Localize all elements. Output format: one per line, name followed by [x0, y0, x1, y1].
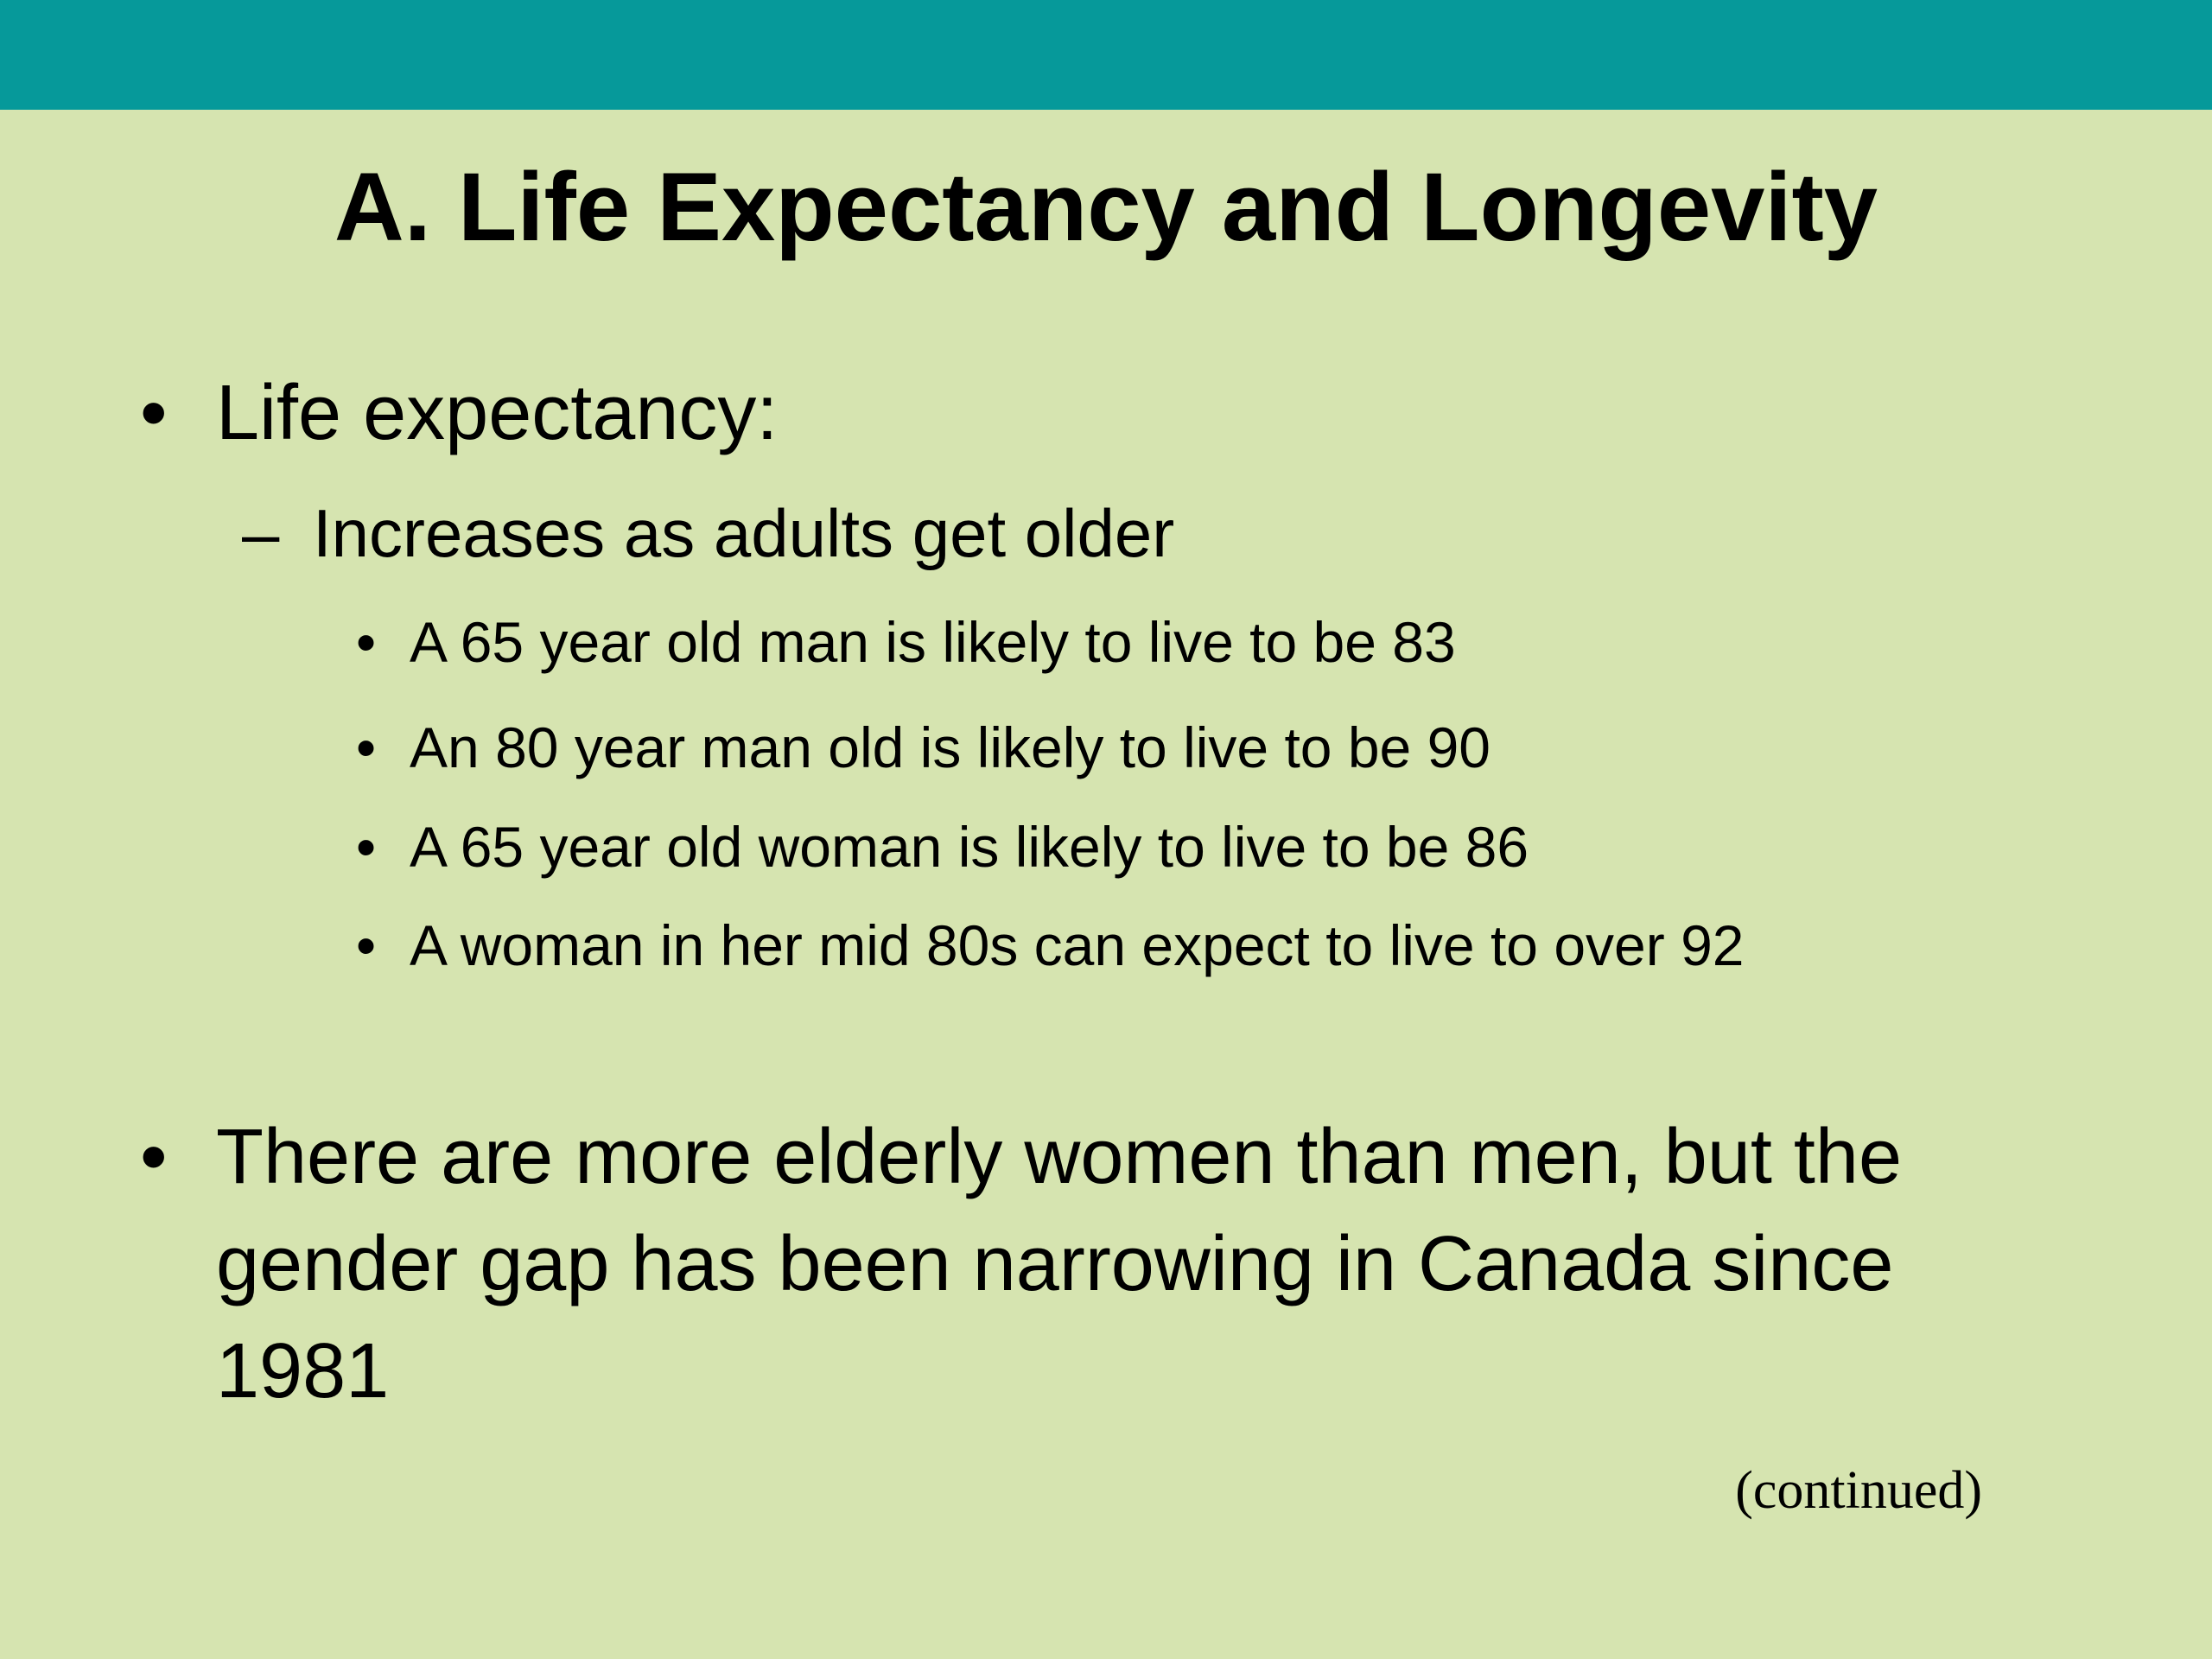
- sub-sub-bullet: An 80 year man old is likely to live to …: [356, 709, 1491, 786]
- slide-title: A. Life Expectancy and Longevity: [334, 153, 1878, 261]
- sub-bullet: Increases as adults get older: [242, 490, 1174, 576]
- bullet: Life expectancy:: [140, 359, 778, 467]
- bullet: There are more elderly women than men, b…: [140, 1103, 2074, 1425]
- header-bar: [0, 0, 2212, 110]
- sub-sub-bullet: A 65 year old woman is likely to live to…: [356, 808, 1529, 886]
- sub-sub-bullet: A 65 year old man is likely to live to b…: [356, 603, 1456, 681]
- continued-note: (continued): [1735, 1461, 1982, 1520]
- sub-sub-bullet: A woman in her mid 80s can expect to liv…: [356, 906, 1744, 984]
